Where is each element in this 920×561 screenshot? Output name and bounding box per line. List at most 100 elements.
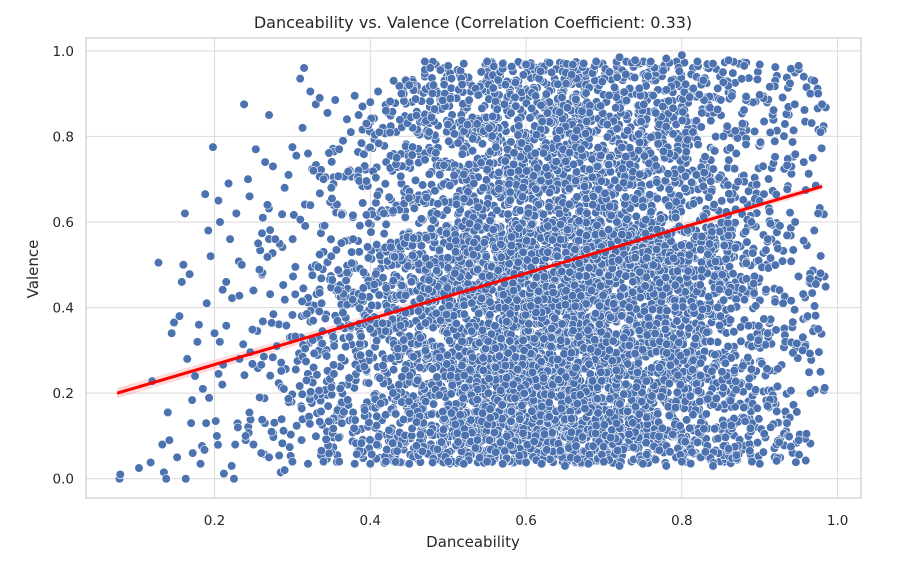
data-point xyxy=(729,164,740,174)
data-point xyxy=(609,82,620,92)
data-point xyxy=(731,294,741,304)
data-point xyxy=(348,234,358,244)
data-point xyxy=(329,369,339,379)
data-point xyxy=(727,91,737,101)
data-point xyxy=(770,136,780,146)
data-point xyxy=(718,77,729,87)
data-point xyxy=(762,364,772,374)
data-point xyxy=(295,381,305,391)
data-point xyxy=(729,327,739,337)
data-point xyxy=(247,324,258,335)
data-point xyxy=(821,282,831,292)
data-point xyxy=(763,174,774,184)
data-point xyxy=(761,285,771,295)
data-point xyxy=(324,148,334,158)
data-point xyxy=(741,139,751,149)
data-point xyxy=(750,126,760,137)
data-point xyxy=(355,221,365,231)
data-point xyxy=(409,203,419,213)
data-point xyxy=(327,157,337,167)
data-point xyxy=(786,386,796,396)
data-point xyxy=(297,296,307,307)
data-point xyxy=(700,152,710,162)
data-point xyxy=(277,414,287,424)
data-point xyxy=(257,228,267,238)
data-point xyxy=(372,190,383,200)
data-point xyxy=(429,104,440,114)
data-point xyxy=(317,338,327,349)
data-point xyxy=(713,302,723,313)
data-point xyxy=(258,316,268,327)
data-point xyxy=(788,245,798,255)
data-point xyxy=(799,157,809,167)
data-point xyxy=(761,245,771,255)
data-point xyxy=(434,245,444,255)
data-point xyxy=(341,275,351,286)
data-point xyxy=(238,339,248,349)
data-point xyxy=(268,309,278,319)
data-point xyxy=(281,321,291,331)
data-point xyxy=(381,283,391,293)
data-point xyxy=(587,154,597,164)
data-point xyxy=(265,225,275,235)
data-point xyxy=(770,297,780,307)
data-point xyxy=(221,321,231,331)
data-point xyxy=(305,419,315,429)
data-point xyxy=(717,196,727,206)
data-point xyxy=(758,161,768,171)
data-point xyxy=(682,415,692,425)
data-point xyxy=(315,417,325,427)
data-point xyxy=(711,132,721,142)
data-point xyxy=(267,318,277,328)
data-point xyxy=(790,99,800,109)
data-point xyxy=(315,188,325,198)
data-point xyxy=(314,306,324,317)
data-point xyxy=(410,175,421,185)
data-point xyxy=(256,360,266,370)
data-point xyxy=(790,149,800,159)
data-point xyxy=(262,252,273,262)
data-point xyxy=(777,92,788,103)
data-point xyxy=(722,121,732,131)
data-point xyxy=(541,89,551,99)
data-point xyxy=(788,348,798,358)
data-point xyxy=(328,360,339,370)
data-point xyxy=(366,227,376,237)
data-point xyxy=(801,455,811,466)
data-point xyxy=(664,410,674,421)
data-point xyxy=(816,251,826,261)
data-point xyxy=(786,256,796,266)
data-point xyxy=(810,311,821,321)
data-point xyxy=(770,152,780,162)
data-point xyxy=(817,143,827,153)
data-point xyxy=(743,321,754,331)
data-point xyxy=(684,250,694,260)
data-point xyxy=(311,431,321,441)
data-point xyxy=(204,393,214,403)
data-point xyxy=(792,338,802,349)
data-point xyxy=(425,427,435,438)
data-point xyxy=(804,367,814,377)
data-point xyxy=(326,234,336,244)
data-point xyxy=(728,269,738,279)
data-point xyxy=(268,352,278,362)
data-point xyxy=(307,270,318,280)
data-point xyxy=(371,420,382,431)
data-point xyxy=(789,125,799,135)
data-point xyxy=(706,116,716,126)
data-point xyxy=(619,87,629,97)
data-point xyxy=(337,418,347,428)
data-point xyxy=(329,341,339,351)
data-point xyxy=(316,298,327,308)
data-point xyxy=(723,180,733,190)
data-point xyxy=(765,206,775,217)
data-point xyxy=(458,393,468,403)
data-point xyxy=(355,350,366,360)
data-point xyxy=(418,180,428,190)
data-point xyxy=(792,407,802,417)
data-point xyxy=(365,435,375,445)
data-point xyxy=(790,217,800,227)
data-point xyxy=(714,227,725,237)
data-point xyxy=(265,289,275,299)
